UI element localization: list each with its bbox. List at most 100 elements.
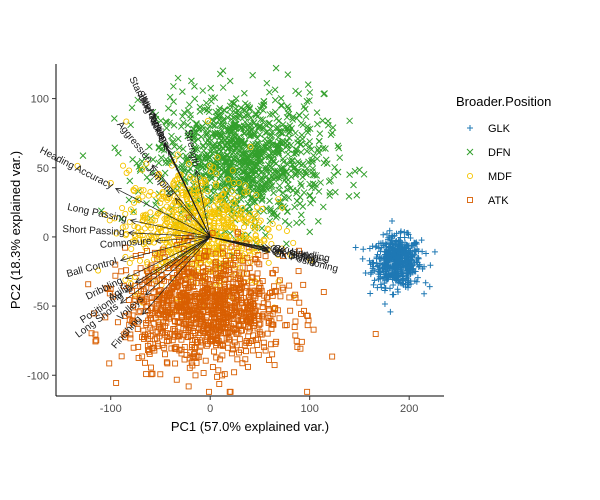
point-glk — [395, 288, 402, 295]
point-atk — [218, 304, 224, 311]
point-atk — [249, 347, 256, 354]
point-atk — [175, 282, 182, 289]
point-atk — [192, 372, 199, 379]
point-dfn — [170, 98, 177, 106]
point-glk — [384, 236, 391, 243]
point-mdf — [173, 186, 180, 193]
point-dfn — [209, 149, 216, 157]
point-dfn — [250, 131, 257, 139]
point-dfn — [179, 168, 187, 176]
point-dfn — [251, 151, 259, 159]
point-mdf — [145, 222, 152, 229]
point-dfn — [178, 161, 186, 168]
point-glk — [384, 251, 391, 258]
point-atk — [268, 325, 275, 332]
point-atk — [260, 339, 267, 346]
point-atk — [147, 324, 154, 331]
point-mdf — [231, 200, 238, 207]
point-mdf — [171, 182, 178, 189]
point-atk — [214, 373, 221, 380]
point-mdf — [170, 224, 177, 231]
point-dfn — [278, 147, 286, 155]
point-atk — [171, 333, 178, 340]
point-atk — [220, 263, 227, 270]
point-atk — [207, 283, 214, 290]
point-dfn — [221, 107, 229, 114]
point-dfn — [163, 124, 170, 132]
point-glk — [395, 254, 402, 261]
point-atk — [296, 299, 303, 306]
point-atk — [159, 246, 166, 253]
point-glk — [362, 270, 369, 277]
point-dfn — [275, 186, 283, 194]
point-atk — [270, 321, 277, 328]
point-glk — [416, 262, 423, 269]
point-atk — [202, 337, 209, 344]
legend-title: Broader.Position — [456, 94, 551, 109]
point-dfn — [265, 120, 273, 127]
point-atk — [235, 317, 242, 324]
point-atk — [103, 285, 110, 292]
point-dfn — [290, 150, 298, 158]
point-glk — [407, 278, 414, 285]
point-dfn — [269, 140, 276, 148]
point-atk — [159, 324, 166, 331]
point-mdf — [215, 244, 222, 251]
point-glk — [377, 275, 384, 282]
point-atk — [171, 327, 178, 334]
point-atk — [189, 341, 195, 348]
point-atk — [255, 351, 262, 358]
point-mdf — [225, 176, 232, 183]
series-atk — [85, 214, 379, 395]
point-mdf — [164, 219, 171, 226]
point-mdf — [143, 160, 150, 167]
point-glk — [405, 249, 412, 256]
point-dfn — [193, 119, 200, 127]
point-atk — [92, 338, 99, 345]
point-dfn — [289, 113, 297, 121]
point-dfn — [145, 143, 153, 150]
point-glk — [391, 265, 398, 272]
point-glk — [389, 218, 396, 225]
point-mdf — [165, 195, 173, 202]
loading-label: Composure — [100, 236, 153, 251]
point-dfn — [268, 129, 276, 136]
point-mdf — [249, 223, 257, 230]
point-dfn — [301, 167, 308, 175]
point-dfn — [208, 175, 216, 182]
point-glk — [402, 244, 409, 251]
point-atk — [223, 302, 230, 309]
point-atk — [181, 321, 188, 328]
point-atk — [230, 295, 237, 302]
point-mdf — [202, 217, 209, 224]
point-glk — [388, 232, 395, 239]
point-atk — [247, 325, 254, 332]
point-dfn — [255, 171, 263, 179]
point-mdf — [206, 242, 213, 249]
point-atk — [142, 359, 148, 366]
point-mdf — [265, 259, 272, 266]
point-dfn — [314, 120, 321, 128]
point-mdf — [150, 191, 157, 198]
point-mdf — [206, 205, 213, 212]
point-dfn — [268, 131, 275, 139]
point-atk — [219, 293, 226, 299]
point-atk — [329, 353, 336, 360]
point-dfn — [170, 82, 177, 90]
loading-line — [175, 197, 211, 238]
point-atk — [228, 243, 235, 250]
point-dfn — [227, 122, 235, 130]
point-atk — [216, 356, 223, 363]
y-tick-label: 50 — [37, 163, 49, 175]
point-dfn — [210, 117, 218, 125]
point-atk — [270, 270, 276, 277]
point-mdf — [195, 197, 202, 204]
point-dfn — [306, 125, 314, 133]
point-atk — [226, 269, 233, 276]
point-atk — [137, 265, 144, 272]
point-glk — [387, 263, 394, 270]
point-dfn — [211, 122, 219, 130]
point-atk — [185, 383, 192, 390]
point-atk — [239, 257, 246, 264]
point-mdf — [155, 230, 162, 237]
